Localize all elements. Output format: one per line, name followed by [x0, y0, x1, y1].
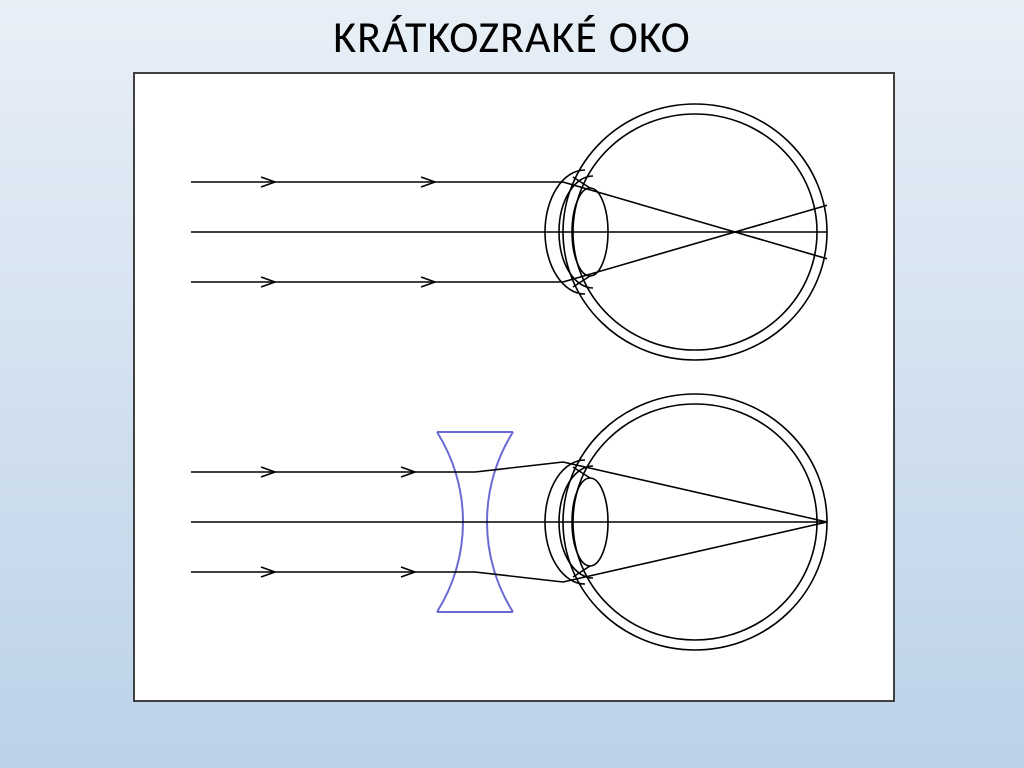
optics-diagram: [135, 74, 893, 700]
diagram-panel: [133, 72, 895, 702]
slide-title: KRÁTKOZRAKÉ OKO: [0, 10, 1024, 64]
slide: KRÁTKOZRAKÉ OKO: [0, 0, 1024, 768]
